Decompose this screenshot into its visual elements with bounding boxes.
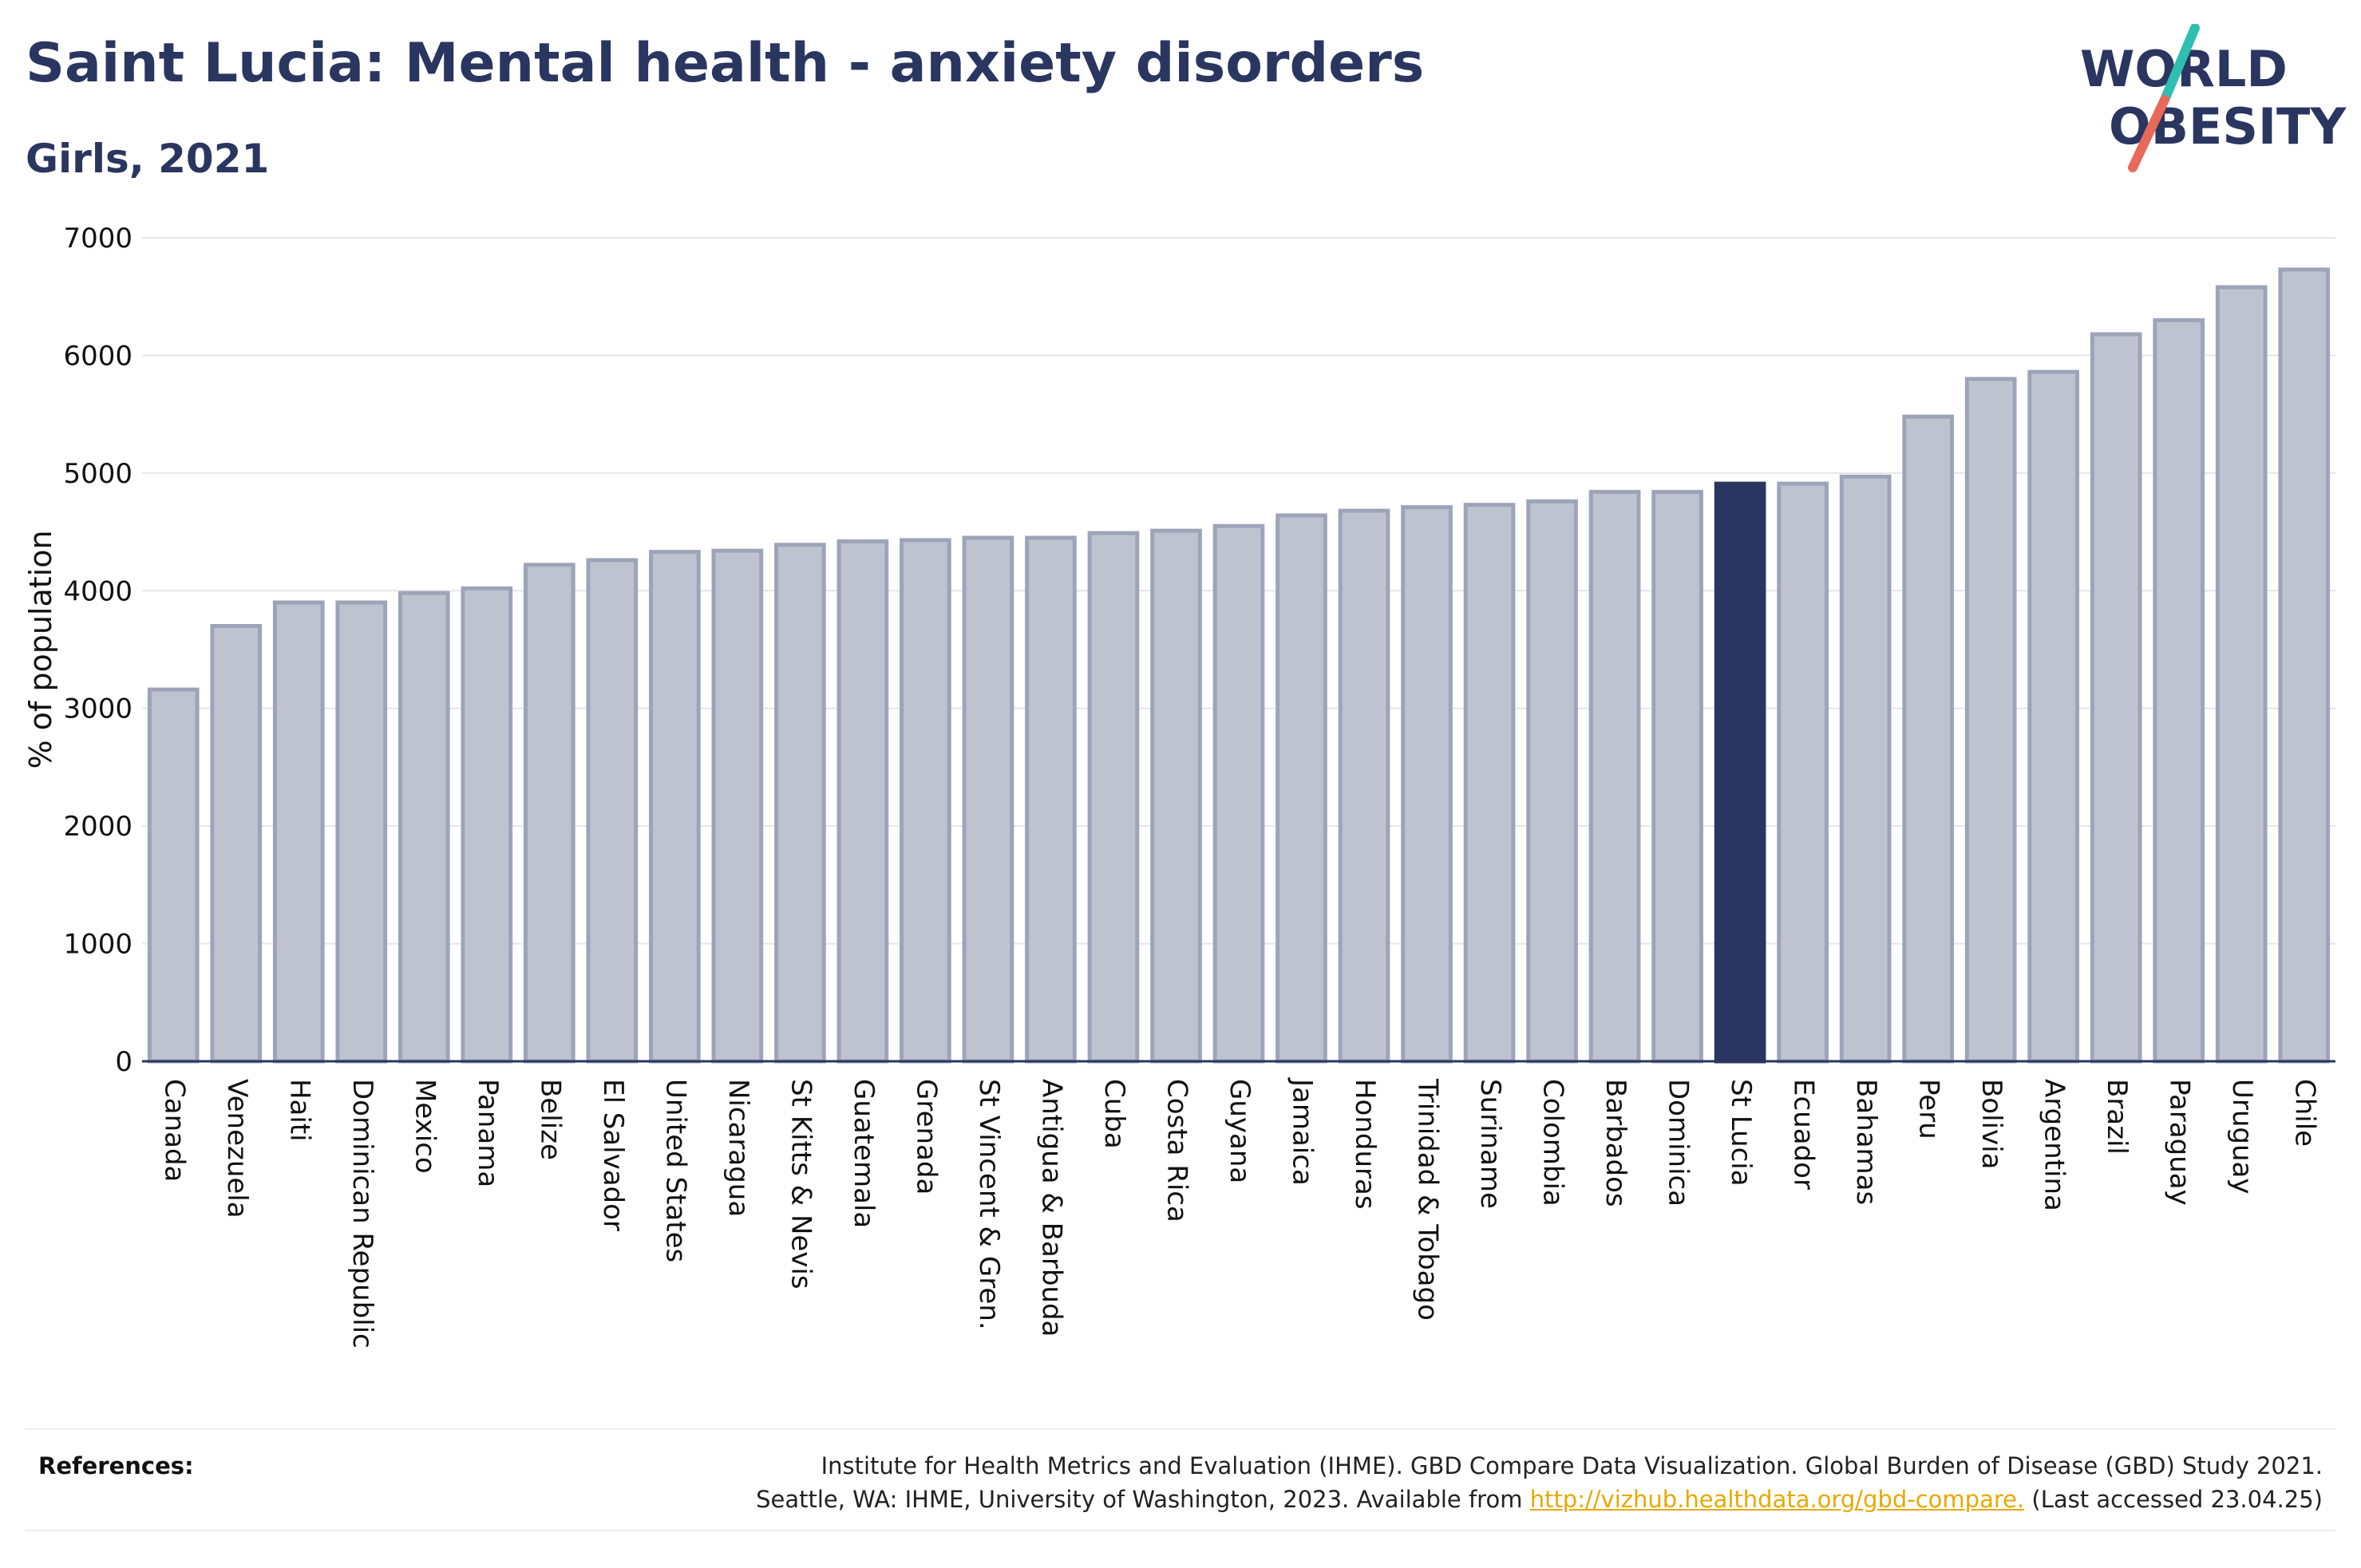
- bar: [524, 563, 575, 1064]
- world-obesity-logo: WORLD OBESITY: [2080, 24, 2347, 172]
- x-tick-label: St Kitts & Nevis: [785, 1079, 817, 1290]
- references-line2-post: (Last accessed 23.04.25): [2031, 1486, 2323, 1513]
- bar: [1087, 531, 1140, 1064]
- bar: [1463, 503, 1516, 1064]
- x-tick-label: United States: [659, 1079, 691, 1262]
- x-tick-label: Cuba: [1098, 1079, 1130, 1149]
- x-tick-label: Bahamas: [1850, 1079, 1882, 1205]
- references-line2-pre: Seattle, WA: IHME, University of Washing…: [756, 1486, 1523, 1513]
- references-line1: Institute for Health Metrics and Evaluat…: [821, 1452, 2323, 1479]
- bar: [1902, 414, 1954, 1064]
- bar: [1964, 377, 2017, 1064]
- bar: [1839, 474, 1892, 1064]
- bar: [210, 624, 263, 1064]
- logo-slash-coral: [2128, 95, 2169, 172]
- x-tick-label: Jamaica: [1287, 1077, 1319, 1186]
- x-tick-label: Antigua & Barbuda: [1035, 1079, 1067, 1337]
- y-tick-label: 2000: [63, 811, 132, 843]
- x-tick-label: Nicaragua: [722, 1079, 754, 1217]
- bar: [586, 558, 639, 1064]
- x-tick-label: St Lucia: [1725, 1079, 1757, 1187]
- logo-slash-teal: [2160, 24, 2200, 105]
- x-tick-label: Bolivia: [1975, 1079, 2007, 1169]
- y-tick-label: 3000: [63, 693, 132, 725]
- x-tick-label: Ecuador: [1788, 1079, 1820, 1190]
- bar: [711, 548, 764, 1064]
- bar-chart: 0 1000 2000 3000 4000 5000 6000 7000 Canada Vene…: [23, 223, 2335, 1349]
- y-tick-label: 4000: [63, 575, 132, 607]
- bar: [774, 543, 826, 1064]
- bars: [147, 267, 2331, 1064]
- bar: [1526, 499, 1578, 1064]
- x-axis-labels: Canada Venezuela Haiti Dominican Republic Me…: [158, 1077, 2320, 1349]
- bar: [397, 590, 450, 1064]
- x-tick-label: Panama: [472, 1079, 504, 1187]
- x-tick-label: Grenada: [910, 1079, 942, 1195]
- bar: [272, 600, 325, 1064]
- x-tick-label: Guyana: [1224, 1079, 1256, 1183]
- references-link[interactable]: http://vizhub.healthdata.org/gbd-compare…: [1529, 1486, 2025, 1513]
- references-section: References: Institute for Health Metrics…: [26, 1428, 2335, 1531]
- bar: [1714, 481, 1766, 1064]
- bar: [1651, 489, 1703, 1064]
- x-tick-label: Argentina: [2039, 1079, 2070, 1211]
- x-tick-label: Suriname: [1474, 1079, 1506, 1209]
- bar: [1275, 513, 1327, 1064]
- bar: [2027, 369, 2080, 1064]
- y-tick-label: 6000: [63, 340, 132, 372]
- bar: [1212, 523, 1265, 1064]
- references-label: References:: [38, 1452, 194, 1479]
- bar: [335, 600, 388, 1064]
- x-tick-label: Venezuela: [221, 1079, 253, 1218]
- x-tick-label: Peru: [1913, 1079, 1945, 1139]
- x-tick-label: Paraguay: [2164, 1079, 2196, 1206]
- bar: [900, 538, 951, 1064]
- y-axis-ticks: 0 1000 2000 3000 4000 5000 6000 7000: [63, 223, 132, 1078]
- bar: [1338, 508, 1390, 1064]
- bar: [2090, 332, 2142, 1064]
- bar: [147, 687, 200, 1064]
- y-tick-label: 5000: [63, 458, 132, 490]
- x-tick-label: Dominican Republic: [346, 1079, 378, 1349]
- bar: [2153, 318, 2205, 1064]
- x-tick-label: Belize: [534, 1079, 566, 1160]
- x-tick-label: Honduras: [1349, 1079, 1381, 1210]
- x-tick-label: Dominica: [1663, 1079, 1695, 1207]
- y-tick-label: 1000: [63, 929, 132, 961]
- references-text: Institute for Health Metrics and Evaluat…: [756, 1449, 2323, 1516]
- bar: [1025, 535, 1077, 1064]
- x-tick-label: Guatemala: [848, 1079, 880, 1228]
- y-axis-label: % of population: [23, 530, 58, 768]
- x-tick-label: Costa Rica: [1161, 1079, 1192, 1222]
- x-tick-label: Canada: [158, 1079, 190, 1182]
- x-tick-label: Barbados: [1600, 1079, 1631, 1207]
- x-tick-label: Mexico: [409, 1079, 441, 1174]
- page-subtitle: Girls, 2021: [26, 136, 270, 182]
- bar: [1777, 481, 1829, 1064]
- x-tick-label: El Salvador: [597, 1079, 629, 1231]
- y-tick-label: 0: [115, 1046, 132, 1078]
- x-tick-label: St Vincent & Gren.: [973, 1079, 1005, 1330]
- x-tick-label: Colombia: [1537, 1079, 1569, 1207]
- bar: [1150, 528, 1202, 1064]
- x-tick-label: Uruguay: [2226, 1079, 2258, 1195]
- bar: [836, 539, 889, 1064]
- y-tick-label: 7000: [63, 223, 132, 255]
- x-tick-label: Brazil: [2101, 1079, 2133, 1155]
- bar: [461, 586, 513, 1064]
- bar: [2278, 267, 2331, 1064]
- bar: [649, 550, 701, 1064]
- references-line2: Seattle, WA: IHME, University of Washing…: [756, 1483, 2323, 1516]
- page-title: Saint Lucia: Mental health - anxiety dis…: [26, 32, 1425, 95]
- bar: [2215, 285, 2268, 1064]
- x-tick-label: Chile: [2289, 1079, 2321, 1147]
- bar: [1401, 505, 1453, 1064]
- x-tick-label: Trinidad & Tobago: [1412, 1078, 1444, 1321]
- bar: [1588, 489, 1641, 1064]
- bar: [962, 535, 1014, 1064]
- x-tick-label: Haiti: [283, 1079, 315, 1142]
